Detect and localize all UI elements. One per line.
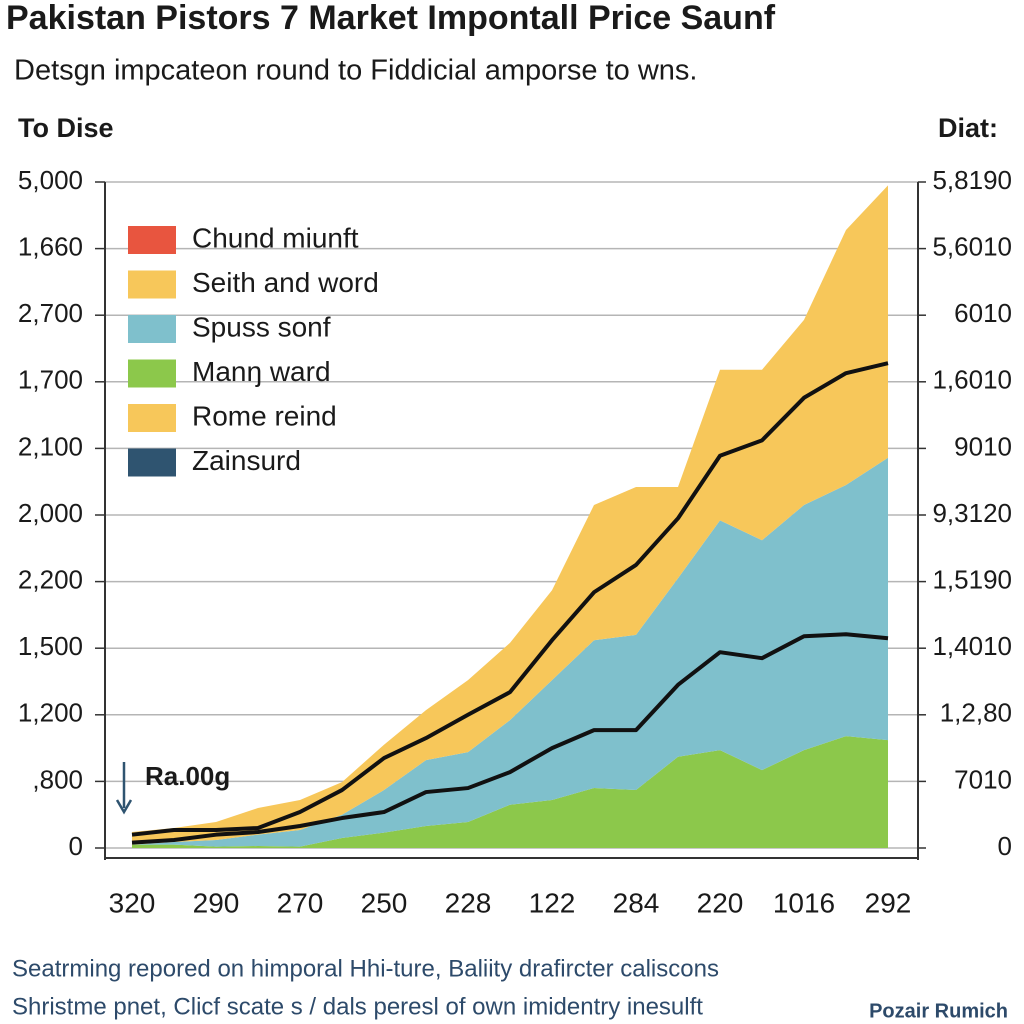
line [131, 361, 889, 837]
y-tick-label: 2,200 [18, 564, 83, 594]
y2-tick-label: 7010 [954, 764, 1012, 794]
y-tick-label: 2,000 [18, 498, 83, 528]
chart-title: Pakistan Pistors 7 Market Impontall Pric… [6, 0, 776, 37]
legend-label: Rome reind [192, 400, 337, 431]
annotation-arrowhead [115, 799, 133, 815]
x-tick-label: 284 [613, 887, 660, 918]
source: Pozair Rumich [869, 1000, 1008, 1022]
y-tick-label: 2,100 [18, 431, 83, 461]
y-tick-label: 1,200 [18, 698, 83, 728]
y2-tick-label: 0 [998, 831, 1012, 861]
y-tick-label: 1,660 [18, 231, 83, 261]
legend-swatch [128, 226, 176, 254]
y-axis-label: To Dise [18, 113, 114, 143]
legend-swatch [128, 448, 176, 477]
chart-subtitle: Detsgn impcateon round to Fiddicial ampo… [14, 55, 697, 87]
footnote: Seatrming repored on himporal Hhi-ture, … [12, 955, 719, 982]
x-tick-label: 220 [697, 887, 744, 918]
annotation: Ra.00g [145, 761, 230, 791]
legend-label: Manŋ ward [192, 356, 331, 387]
legend-label: Spuss sonf [192, 311, 331, 342]
legend-swatch [128, 404, 176, 432]
y-tick-label: 5,000 [18, 165, 83, 195]
y2-axis-label: Diat: [938, 113, 998, 143]
legend-swatch [128, 359, 176, 388]
x-tick-label: 290 [193, 887, 240, 918]
x-tick-label: 292 [865, 887, 912, 918]
y2-tick-label: 5,6010 [932, 231, 1012, 261]
x-tick-label: 228 [445, 887, 492, 918]
legend-swatch [128, 270, 176, 299]
line [131, 632, 889, 845]
legend-label: Zainsurd [192, 445, 301, 476]
y-tick-label: ,800 [32, 764, 83, 794]
area [132, 457, 888, 847]
y2-tick-label: 1,6010 [932, 365, 1012, 395]
y2-tick-label: 9010 [954, 431, 1012, 461]
grid [105, 181, 918, 849]
y-tick-label: 0 [69, 831, 83, 861]
x-tick-label: 1016 [773, 887, 835, 918]
y-tick-label: 1,500 [18, 631, 83, 661]
y2-tick-label: 6010 [954, 298, 1012, 328]
area [132, 185, 888, 845]
x-tick-label: 122 [529, 887, 576, 918]
y2-tick-label: 1,4010 [932, 631, 1012, 661]
x-tick-label: 270 [277, 887, 324, 918]
legend-swatch [128, 315, 176, 343]
y2-tick-label: 1,5190 [932, 564, 1012, 594]
legend-label: Seith and word [192, 267, 379, 298]
y2-tick-label: 5,8190 [932, 165, 1012, 195]
y-tick-label: 1,700 [18, 365, 83, 395]
x-tick-label: 320 [109, 887, 156, 918]
footnote: Shristme pnet, Clicf scate s / dals pere… [12, 993, 703, 1020]
area [132, 736, 888, 848]
y2-tick-label: 9,3120 [932, 498, 1012, 528]
y-tick-label: 2,700 [18, 298, 83, 328]
legend-label: Chund miunft [192, 222, 359, 253]
y2-tick-label: 1,2,80 [940, 698, 1012, 728]
x-tick-label: 250 [361, 887, 408, 918]
